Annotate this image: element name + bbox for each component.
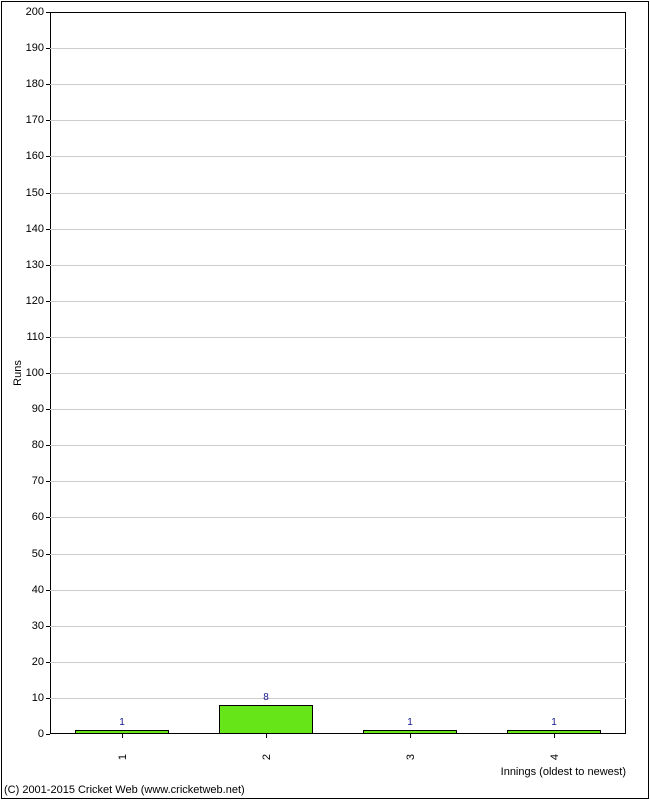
- grid-line: [50, 517, 626, 518]
- grid-line: [50, 373, 626, 374]
- grid-line: [50, 698, 626, 699]
- bar: [75, 730, 169, 734]
- bar: [507, 730, 601, 734]
- y-tick-label: 170: [26, 114, 50, 126]
- bar: [219, 705, 313, 734]
- x-tick-label: 4: [547, 754, 561, 760]
- y-tick-label: 140: [26, 223, 50, 235]
- grid-line: [50, 193, 626, 194]
- grid-line: [50, 229, 626, 230]
- grid-line: [50, 445, 626, 446]
- y-tick-label: 80: [32, 439, 50, 451]
- x-tick-label: 3: [403, 754, 417, 760]
- y-tick-label: 50: [32, 548, 50, 560]
- x-tick-label: 1: [115, 754, 129, 760]
- y-tick-label: 190: [26, 42, 50, 54]
- y-tick-label: 60: [32, 511, 50, 523]
- y-tick-label: 160: [26, 150, 50, 162]
- chart-plot-area: 0102030405060708090100110120130140150160…: [50, 12, 626, 734]
- grid-line: [50, 481, 626, 482]
- y-tick-label: 0: [38, 728, 50, 740]
- x-tick-mark: [266, 734, 267, 738]
- x-tick-label: 2: [259, 754, 273, 760]
- grid-line: [50, 554, 626, 555]
- y-tick-label: 30: [32, 620, 50, 632]
- y-tick-label: 100: [26, 367, 50, 379]
- grid-line: [50, 590, 626, 591]
- y-tick-label: 150: [26, 187, 50, 199]
- grid-line: [50, 120, 626, 121]
- y-tick-label: 70: [32, 475, 50, 487]
- y-tick-label: 20: [32, 656, 50, 668]
- bar-value-label: 1: [119, 717, 125, 730]
- grid-line: [50, 48, 626, 49]
- grid-line: [50, 265, 626, 266]
- x-tick-mark: [122, 734, 123, 738]
- grid-line: [50, 409, 626, 410]
- grid-line: [50, 301, 626, 302]
- bar-value-label: 8: [263, 692, 269, 705]
- y-tick-label: 110: [26, 331, 50, 343]
- bar-value-label: 1: [407, 717, 413, 730]
- grid-line: [50, 662, 626, 663]
- x-axis-title: Innings (oldest to newest): [501, 766, 626, 778]
- copyright-text: (C) 2001-2015 Cricket Web (www.cricketwe…: [4, 784, 245, 796]
- grid-line: [50, 337, 626, 338]
- grid-line: [50, 156, 626, 157]
- y-tick-label: 200: [26, 6, 50, 18]
- y-axis-title: Runs: [12, 360, 24, 386]
- y-tick-label: 40: [32, 584, 50, 596]
- bar-value-label: 1: [551, 717, 557, 730]
- grid-line: [50, 626, 626, 627]
- x-tick-mark: [410, 734, 411, 738]
- y-tick-label: 90: [32, 403, 50, 415]
- y-tick-label: 130: [26, 259, 50, 271]
- y-tick-label: 180: [26, 78, 50, 90]
- grid-line: [50, 84, 626, 85]
- y-tick-label: 10: [32, 692, 50, 704]
- y-tick-label: 120: [26, 295, 50, 307]
- bar: [363, 730, 457, 734]
- x-tick-mark: [554, 734, 555, 738]
